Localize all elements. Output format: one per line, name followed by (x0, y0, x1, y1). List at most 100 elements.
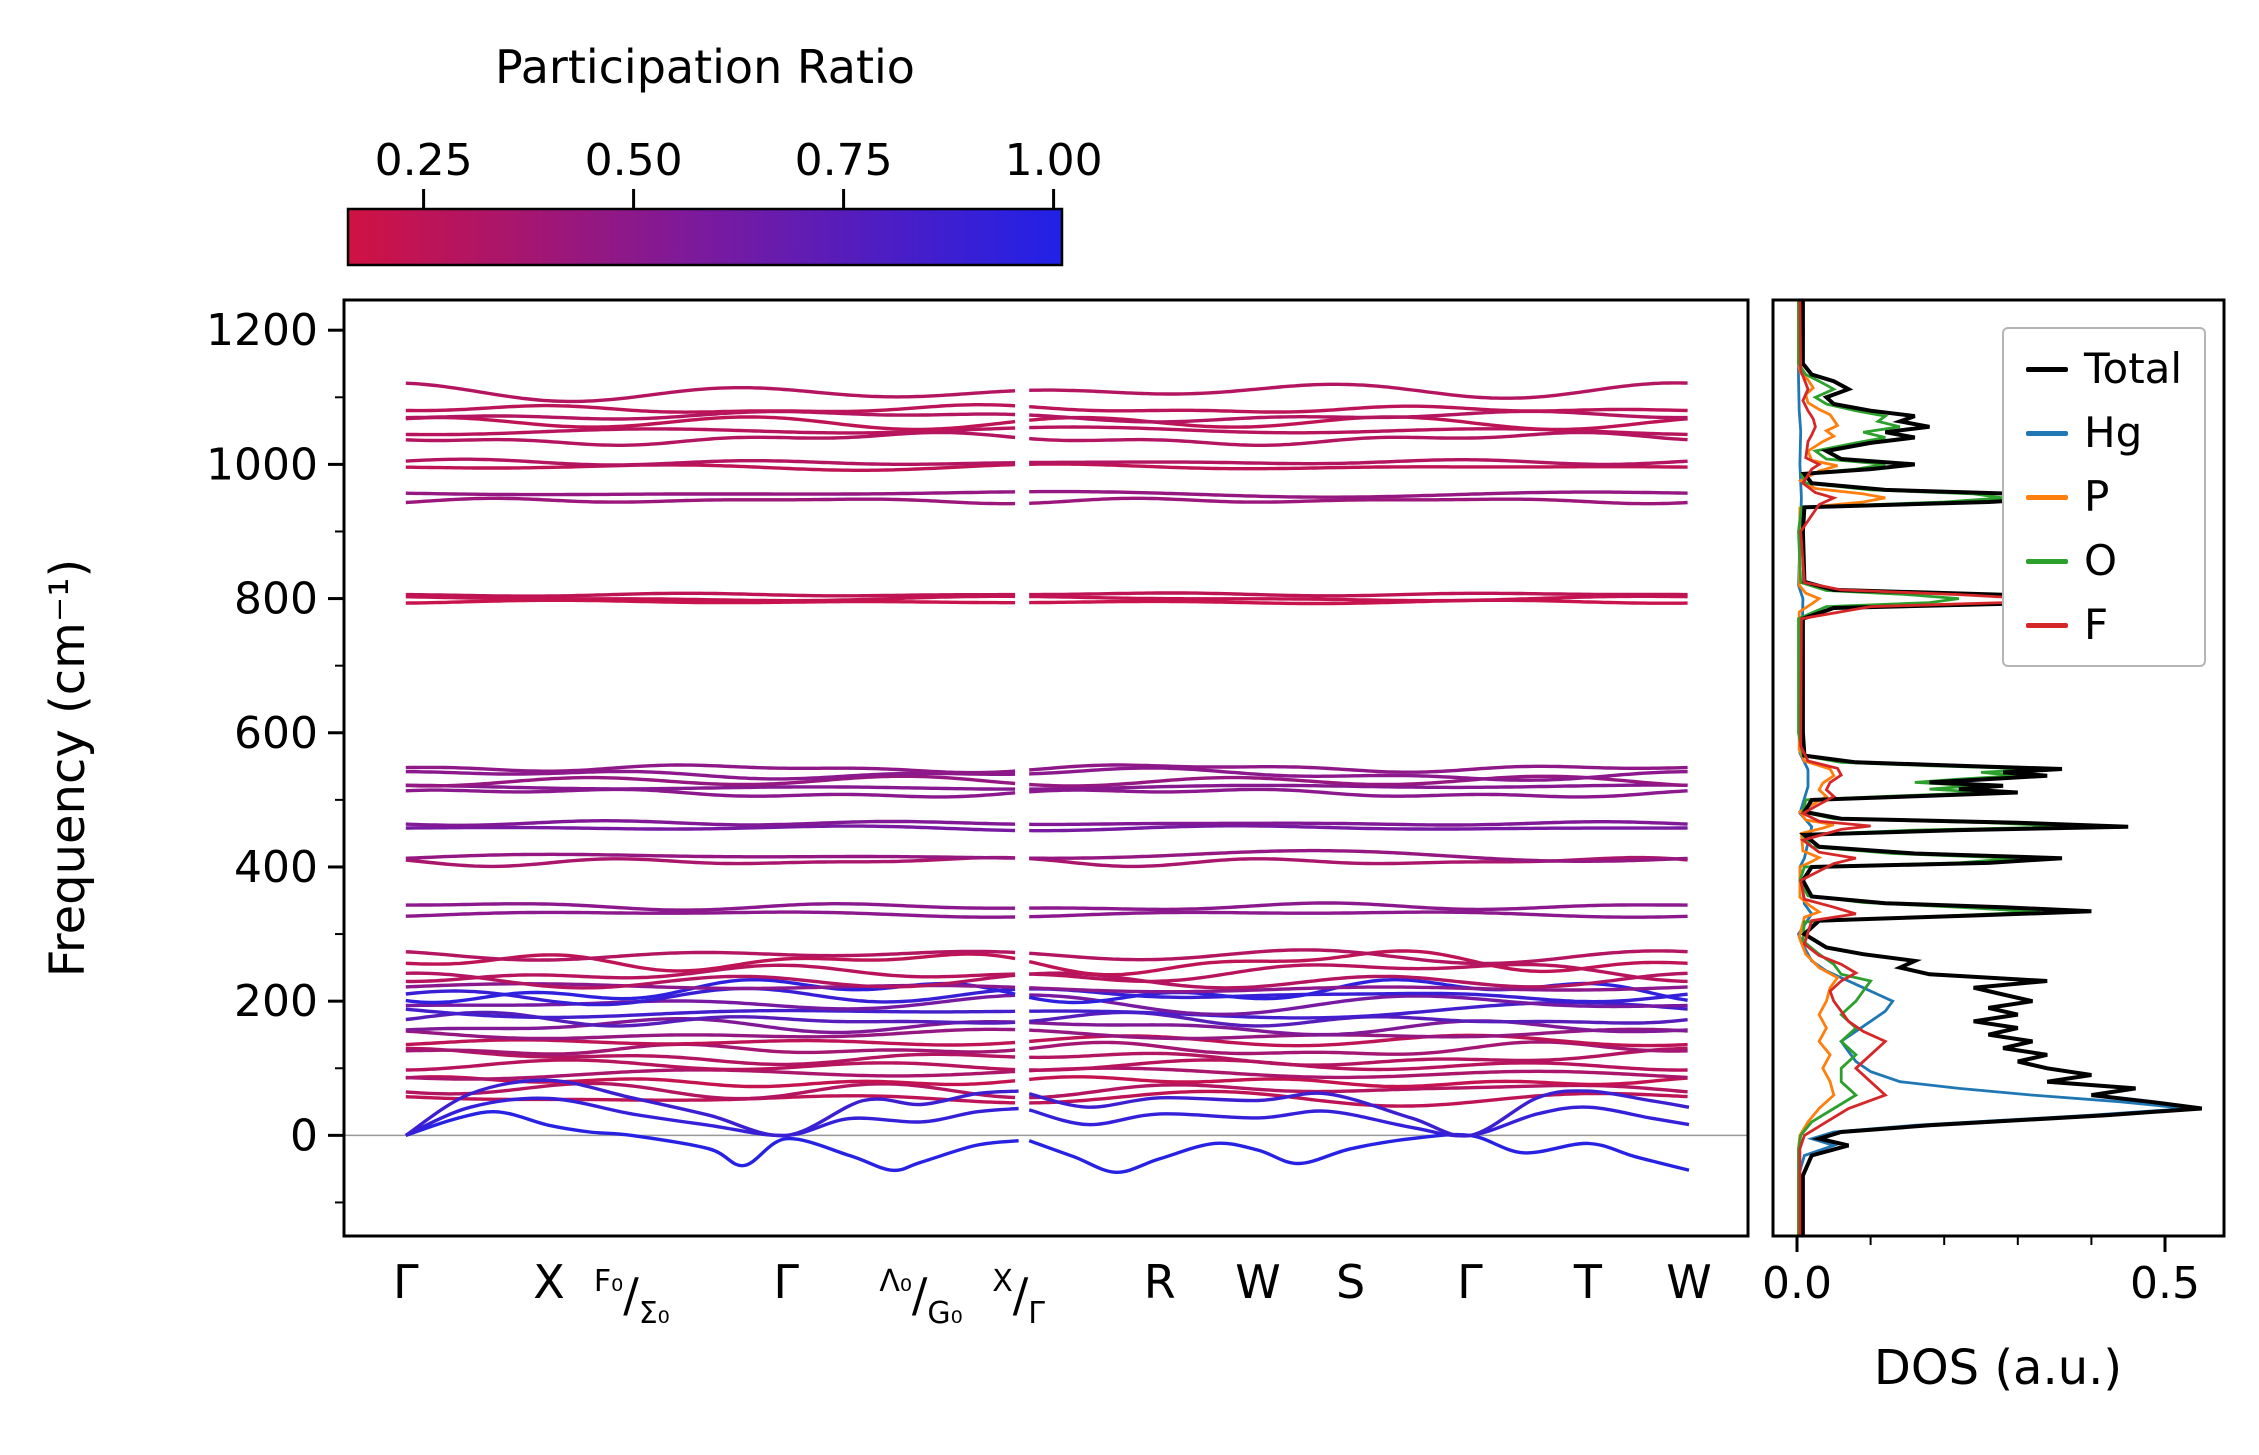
k-point-label: Γ (1457, 1255, 1483, 1309)
band (405, 787, 1016, 799)
band (1029, 1075, 1688, 1089)
band (1029, 409, 1688, 424)
y-tick-label: 600 (234, 708, 318, 759)
band (405, 1046, 1016, 1067)
band (405, 1096, 1019, 1138)
k-point-label: W (1666, 1255, 1712, 1309)
legend-swatch-p (2026, 494, 2068, 500)
legend-item-total: Total (2026, 345, 2182, 393)
band (405, 769, 1016, 781)
band (1028, 1089, 1690, 1138)
band (405, 490, 1016, 497)
band (405, 1017, 1016, 1035)
colorbar-tick-label: 0.50 (585, 135, 683, 186)
band (1029, 985, 1688, 994)
band (405, 1075, 1016, 1089)
k-point-label: S (1336, 1255, 1366, 1309)
dos-axis-label: DOS (a.u.) (1873, 1340, 2123, 1396)
band (405, 426, 1016, 437)
legend-swatch-o (2026, 558, 2068, 564)
y-axis-label: Frequency (cm⁻¹) (40, 558, 96, 978)
band (1029, 591, 1688, 598)
legend-label-hg: Hg (2084, 408, 2143, 457)
band (405, 763, 1016, 775)
y-tick-label: 200 (234, 976, 318, 1027)
band (1028, 949, 1688, 977)
legend-item-p: P (2026, 473, 2182, 521)
band (405, 819, 1016, 827)
legend-item-hg: Hg (2026, 409, 2182, 457)
y-tick-label: 0 (290, 1110, 318, 1161)
band (1029, 489, 1688, 499)
band (405, 594, 1016, 603)
band (1028, 1132, 1690, 1175)
k-point-label: R (1143, 1255, 1176, 1309)
band (405, 462, 1016, 472)
band (1029, 783, 1688, 791)
dos-panel-frame (1771, 298, 2226, 1238)
y-tick-label: 400 (234, 842, 318, 893)
colorbar-tick-label: 1.00 (1005, 135, 1103, 186)
legend-item-f: F (2026, 601, 2182, 649)
band (1029, 1019, 1688, 1037)
y-tick-label: 1200 (206, 305, 318, 356)
band (405, 403, 1016, 414)
band (405, 1110, 1019, 1173)
band (405, 591, 1016, 598)
band (1029, 1046, 1688, 1067)
band (405, 381, 1016, 404)
band (1029, 1027, 1688, 1041)
band (405, 1068, 1016, 1081)
legend-swatch-total (2026, 366, 2068, 372)
dos-tick-label: 0.0 (1762, 1258, 1832, 1309)
band (405, 1058, 1016, 1072)
band (1029, 993, 1688, 1016)
legend-label-f: F (2084, 600, 2109, 649)
band (1029, 1089, 1688, 1108)
k-point-label: Γ (773, 1255, 800, 1309)
k-point-label: X (533, 1255, 565, 1309)
dos-legend: Total Hg P O F (2002, 327, 2207, 667)
k-point-label: Γ (392, 1255, 419, 1309)
colorbar-gradient (348, 209, 1062, 265)
band (405, 963, 1016, 984)
band (405, 910, 1016, 919)
legend-item-o: O (2026, 537, 2182, 585)
y-tick-label: 800 (234, 574, 318, 625)
band (1029, 848, 1688, 863)
band (1029, 910, 1688, 919)
legend-swatch-hg (2026, 430, 2068, 436)
band (404, 1078, 1019, 1138)
band (405, 598, 1016, 605)
band (405, 971, 1016, 990)
band (1029, 594, 1688, 603)
colorbar-title: Participation Ratio (495, 40, 915, 94)
band (405, 824, 1016, 833)
band (405, 852, 1016, 860)
k-point-label: Λ₀/G₀ (879, 1264, 963, 1331)
band (405, 457, 1016, 467)
legend-swatch-f (2026, 622, 2068, 628)
band (405, 993, 1016, 1011)
y-axis-ticks: 0 200 400 600 800 1000 1200 (206, 305, 344, 1204)
band (1029, 381, 1688, 400)
legend-label-o: O (2084, 536, 2118, 585)
kpoint-axis-labels: Γ X F₀/Σ₀ Γ Λ₀/G₀ X/Γ R W S Γ T W (0, 1252, 2259, 1332)
colorbar-frame (346, 207, 1064, 267)
band (405, 1010, 1016, 1028)
band (405, 1042, 1016, 1056)
band (405, 1038, 1016, 1047)
band (1029, 901, 1688, 912)
band (1029, 404, 1688, 414)
band (1029, 598, 1688, 606)
band (405, 949, 1016, 962)
k-point-label: F₀/Σ₀ (593, 1264, 670, 1331)
band (1029, 496, 1688, 506)
phonon-bands (404, 381, 1690, 1175)
band (1029, 1058, 1688, 1072)
band (405, 409, 1016, 421)
band (1029, 763, 1688, 774)
band-panel-frame (342, 298, 1750, 1238)
